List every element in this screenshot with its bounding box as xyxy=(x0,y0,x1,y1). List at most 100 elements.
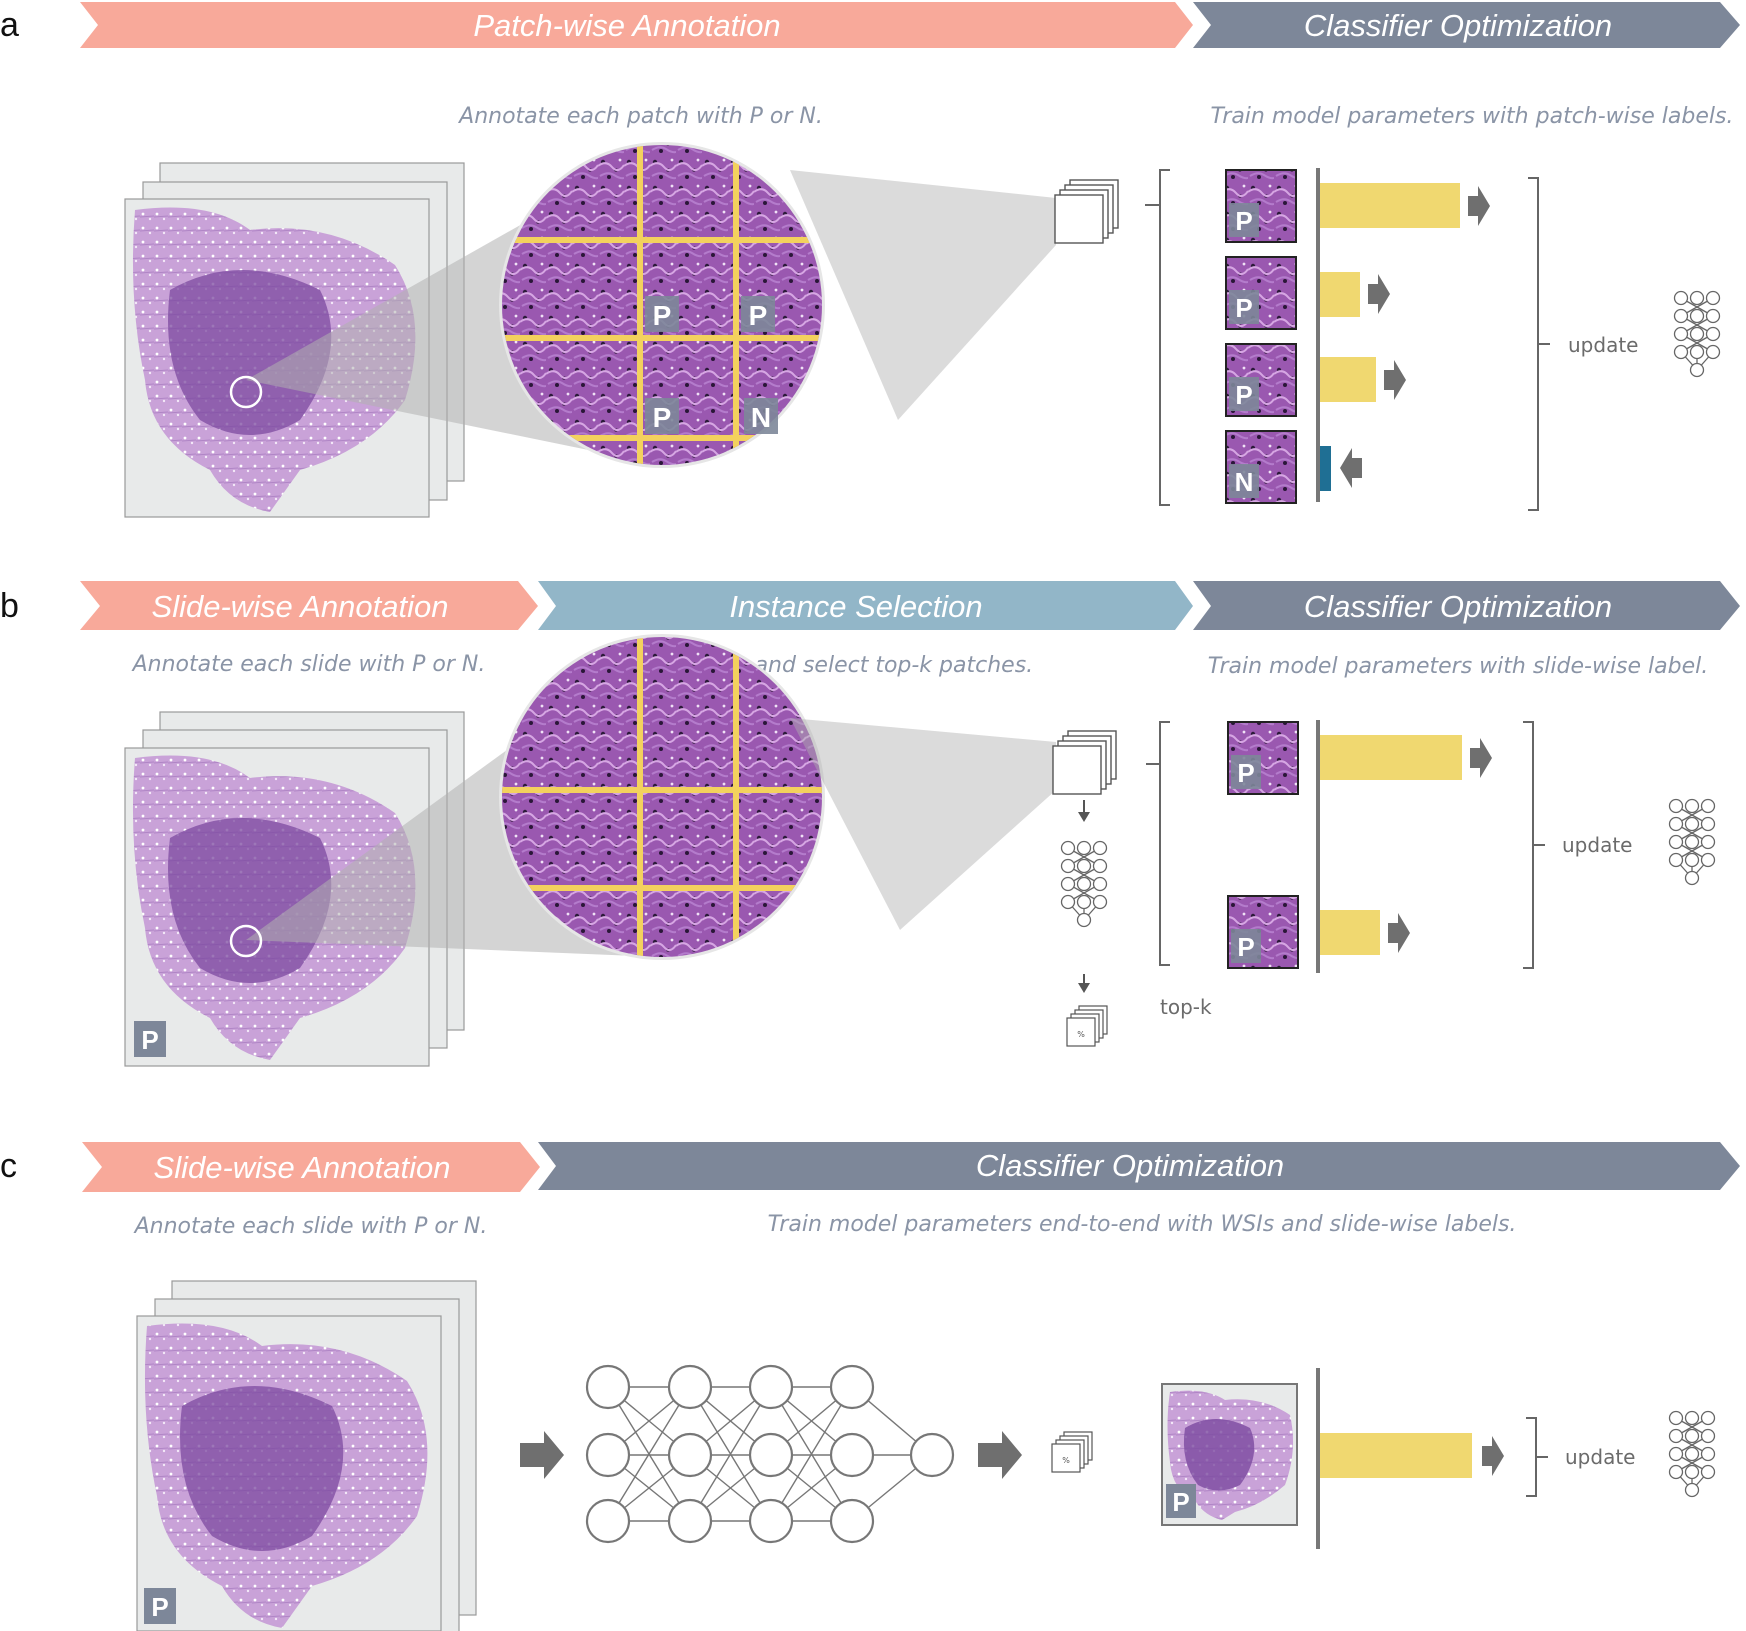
banner-classifier-optimization-c: Classifier Optimization xyxy=(538,1142,1740,1190)
score-stack-icon-c: % xyxy=(1051,1431,1093,1473)
banner-shape xyxy=(82,1142,540,1192)
right-bracket xyxy=(1528,177,1539,511)
svg-text:P: P xyxy=(141,1025,158,1055)
svg-text:P: P xyxy=(653,402,672,433)
arrow-right-icon xyxy=(1388,913,1410,953)
score-bar xyxy=(1320,1433,1472,1478)
svg-text:N: N xyxy=(751,402,771,433)
patch-row: P xyxy=(1227,721,1492,795)
svg-text:P: P xyxy=(1235,293,1252,323)
banner-label: Slide-wise Annotation xyxy=(154,1150,451,1185)
banner-slide-annotation-c: Slide-wise Annotation xyxy=(82,1142,540,1192)
banner-label: Classifier Optimization xyxy=(1304,8,1612,43)
panel-a: a Patch-wise Annotation Classifier Optim… xyxy=(0,2,1740,518)
banner-shape xyxy=(538,581,1193,630)
zoom-region-marker xyxy=(229,375,263,409)
patch-stack-icon-b xyxy=(1052,730,1117,795)
svg-text:P: P xyxy=(749,300,768,331)
banner-classifier-optimization-a: Classifier Optimization xyxy=(1193,2,1740,48)
slide-stack-c: P xyxy=(136,1280,477,1631)
neural-network-icon-c xyxy=(1668,1410,1716,1498)
arrow-down-icon xyxy=(1078,812,1090,822)
banner-shape xyxy=(538,1142,1740,1190)
grid-label-2: P xyxy=(741,296,775,332)
grid-label-4: N xyxy=(744,398,778,434)
zoomed-patch-grid-a: P P P N xyxy=(499,142,825,468)
slide-thumbnail: P xyxy=(1161,1383,1298,1526)
patch-stack-icon-a xyxy=(1054,179,1119,244)
neural-network-icon-a xyxy=(1673,290,1721,378)
update-label-a: update xyxy=(1568,333,1638,357)
banner-label: Slide-wise Annotation xyxy=(152,589,449,624)
arrow-right-icon xyxy=(1384,360,1406,400)
cone-to-stack xyxy=(790,170,1056,420)
arrow-right-icon xyxy=(1368,274,1390,314)
banner-classifier-optimization-b: Classifier Optimization xyxy=(1193,581,1740,630)
arrow-right-icon xyxy=(978,1431,1022,1479)
neural-network-diagram xyxy=(585,1364,955,1544)
description-annotate-patch: Annotate each patch with P or N. xyxy=(457,104,823,129)
score-percent: % xyxy=(1077,1030,1085,1039)
arrow-right-icon xyxy=(1482,1436,1504,1476)
banner-shape xyxy=(1193,581,1740,630)
right-bracket xyxy=(1526,1417,1537,1497)
grid-label-3: P xyxy=(645,398,679,434)
banner-label: Patch-wise Annotation xyxy=(473,8,780,43)
neural-network-icon-b xyxy=(1668,798,1716,886)
score-bar xyxy=(1320,735,1462,780)
banner-shape xyxy=(80,581,538,630)
score-stack-icon-b: % xyxy=(1066,1005,1108,1047)
patch-row: P xyxy=(1225,169,1490,243)
neural-network-icon-b-inference xyxy=(1060,840,1108,928)
description-annotate-slide-c: Annotate each slide with P or N. xyxy=(133,1214,488,1239)
arrow-down-icon xyxy=(1078,983,1090,993)
thumbnail-label: P xyxy=(1172,1487,1189,1517)
svg-text:P: P xyxy=(1237,758,1254,788)
svg-text:P: P xyxy=(1235,380,1252,410)
svg-text:N: N xyxy=(1235,467,1254,497)
right-bracket xyxy=(1523,721,1534,969)
banner-shape xyxy=(80,2,1193,48)
svg-text:P: P xyxy=(1235,206,1252,236)
slide-label-badge: P xyxy=(144,1588,176,1624)
score-percent: % xyxy=(1062,1456,1070,1465)
score-bar xyxy=(1320,910,1380,955)
arrow-right-icon xyxy=(1468,186,1490,226)
arrow-left-icon xyxy=(1340,448,1362,488)
description-train-slide: Train model parameters with slide-wise l… xyxy=(1208,654,1709,679)
banner-patch-annotation: Patch-wise Annotation xyxy=(80,2,1193,48)
score-bar xyxy=(1320,357,1376,402)
banner-slide-annotation-b: Slide-wise Annotation xyxy=(80,581,538,630)
grid-label-1: P xyxy=(645,296,679,332)
svg-text:P: P xyxy=(1237,932,1254,962)
left-bracket xyxy=(1159,169,1170,506)
banner-label: Instance Selection xyxy=(729,589,982,624)
banner-label: Classifier Optimization xyxy=(1304,589,1612,624)
patch-row: N xyxy=(1225,430,1362,504)
panel-letter-c: c xyxy=(0,1147,17,1185)
patch-row: P xyxy=(1225,343,1406,417)
svg-text:P: P xyxy=(653,300,672,331)
left-bracket xyxy=(1159,721,1170,966)
description-annotate-slide-b: Annotate each slide with P or N. xyxy=(131,652,486,677)
score-bar-negative xyxy=(1320,446,1331,491)
update-label-c: update xyxy=(1565,1445,1635,1469)
zoomed-patch-grid-b xyxy=(499,634,825,960)
score-bar xyxy=(1320,183,1460,228)
description-train-end-to-end: Train model parameters end-to-end with W… xyxy=(768,1212,1517,1237)
panel-b: b Slide-wise Annotation Instance Selecti… xyxy=(0,581,1740,1067)
panel-c: c Slide-wise Annotation Classifier Optim… xyxy=(0,1142,1740,1631)
svg-text:P: P xyxy=(151,1592,168,1622)
arrow-right-icon xyxy=(520,1431,564,1479)
update-label-b: update xyxy=(1562,833,1632,857)
arrow-right-icon xyxy=(1470,738,1492,778)
patch-row: P xyxy=(1225,256,1390,330)
cone-to-stack xyxy=(790,718,1056,930)
panel-letter-a: a xyxy=(0,6,19,44)
zoom-region-marker xyxy=(229,924,263,958)
banner-instance-selection: Instance Selection xyxy=(538,581,1193,630)
patch-row: P xyxy=(1227,895,1410,969)
banner-shape xyxy=(1193,2,1740,48)
slide-label-badge: P xyxy=(134,1021,166,1057)
description-train-patch: Train model parameters with patch-wise l… xyxy=(1211,104,1734,129)
